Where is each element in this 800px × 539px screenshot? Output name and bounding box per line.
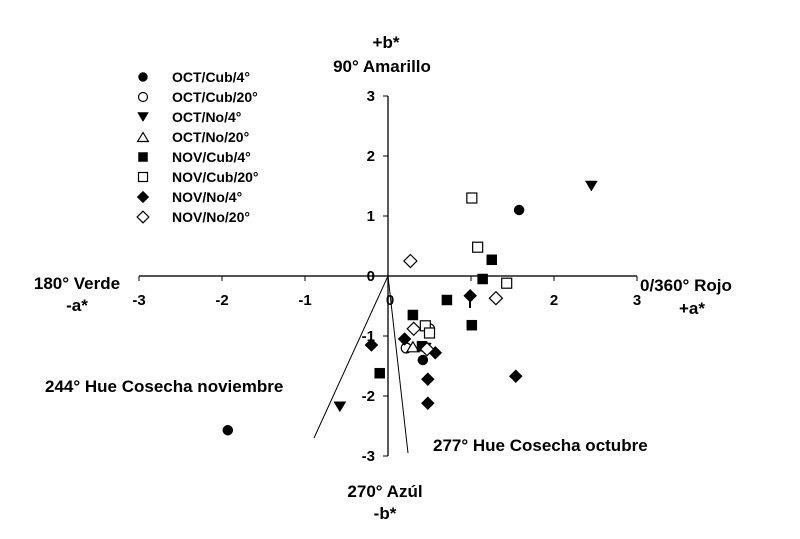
data-point-square-open (501, 277, 513, 289)
data-point-diamond-filled (420, 372, 435, 387)
y-tick-label: 1 (367, 208, 375, 225)
legend-label: NOV/No/20° (172, 209, 250, 225)
left-axis-symbol: -a* (66, 296, 88, 315)
data-point-diamond-open (403, 253, 418, 269)
x-tick-label: 2 (550, 292, 558, 309)
data-point-square-filled (374, 367, 385, 379)
square-open-icon (137, 171, 149, 183)
x-tick-label: 0 (386, 292, 394, 309)
top-axis-label: 90° Amarillo (333, 57, 431, 76)
legend: OCT/Cub/4° OCT/Cub/20° OCT/No/4° OCT/No/… (136, 69, 259, 225)
legend-item: NOV/Cub/4° (138, 149, 251, 165)
legend-label: NOV/Cub/4° (172, 149, 251, 165)
legend-label: NOV/No/4° (172, 189, 242, 205)
data-point-diamond-filled (420, 396, 435, 411)
right-axis-symbol: +a* (679, 299, 705, 318)
circle-filled-icon (138, 72, 148, 82)
data-point-square-open (423, 327, 436, 339)
data-point-diamond-filled (397, 332, 412, 346)
hue-nov-label: 244° Hue Cosecha noviembre (45, 377, 283, 396)
legend-item: NOV/Cub/20° (137, 169, 259, 185)
x-tick-label: 3 (633, 292, 641, 309)
data-point-square-filled (407, 309, 419, 321)
data-point-circle-filled (513, 204, 525, 216)
y-ticks (383, 95, 388, 457)
x-tick-label: -1 (298, 292, 311, 309)
hue-line-244 (313, 275, 389, 439)
hue-lines (313, 275, 409, 454)
bottom-axis-symbol: -b* (374, 504, 397, 523)
legend-label: NOV/Cub/20° (172, 169, 259, 185)
diamond-open-icon (136, 210, 150, 224)
bottom-axis-label: 270° Azúl (347, 482, 422, 501)
data-point-square-open (466, 192, 478, 204)
data-point-circle-filled (417, 354, 429, 366)
legend-item: OCT/No/20° (136, 129, 249, 145)
triangle-up-open-icon (136, 131, 150, 143)
data-point-diamond-filled (508, 369, 523, 384)
diamond-filled-icon (136, 190, 150, 204)
data-point-diamond-filled (463, 288, 478, 303)
legend-item: OCT/No/4° (137, 109, 241, 125)
y-tick-label: -3 (362, 448, 375, 465)
square-filled-icon (138, 152, 148, 162)
data-point-square-filled (466, 319, 478, 331)
hue-oct-label: 277° Hue Cosecha octubre (433, 436, 648, 455)
right-axis-label: 0/360° Rojo (640, 276, 732, 295)
x-tick-label: -2 (215, 292, 228, 309)
data-point-diamond-open (419, 341, 435, 357)
axis-annotations: +b* 90° Amarillo 180° Verde -a* 0/360° R… (34, 33, 732, 523)
data-point-square-open (472, 241, 484, 253)
circle-open-icon (137, 91, 149, 103)
data-point-square-filled (441, 294, 453, 306)
y-tick-label: 2 (367, 148, 375, 165)
data-point-triangle-down-filled (333, 401, 347, 413)
left-axis-label: 180° Verde (34, 274, 120, 293)
triangle-down-filled-icon (137, 112, 149, 122)
y-tick-label: 3 (367, 88, 375, 105)
legend-label: OCT/Cub/4° (172, 69, 250, 85)
legend-item: OCT/Cub/4° (138, 69, 250, 85)
data-point-triangle-down-filled (584, 180, 598, 192)
data-point-circle-filled (222, 424, 234, 436)
legend-item: NOV/No/20° (136, 209, 250, 225)
y-tick-label: -2 (362, 388, 375, 405)
data-point-diamond-open (488, 290, 504, 306)
legend-label: OCT/No/4° (172, 109, 241, 125)
top-axis-symbol: +b* (373, 33, 400, 52)
legend-label: OCT/Cub/20° (172, 89, 258, 105)
x-tick-label: -3 (132, 292, 145, 309)
x-tick-labels: -3 -2 -1 0 2 3 (132, 292, 641, 309)
y-tick-label: 0 (367, 268, 375, 285)
data-point-diamond-open (406, 321, 422, 337)
data-point-square-filled (486, 254, 497, 266)
x-ticks (138, 276, 638, 281)
legend-label: OCT/No/20° (172, 129, 249, 145)
hue-line-277 (387, 275, 409, 454)
data-point-diamond-filled (364, 338, 379, 352)
legend-item: OCT/Cub/20° (137, 89, 258, 105)
data-point-square-filled (477, 273, 488, 285)
data-points (222, 180, 598, 436)
legend-item: NOV/No/4° (136, 189, 242, 205)
data-point-triangle-up-open (405, 340, 420, 353)
